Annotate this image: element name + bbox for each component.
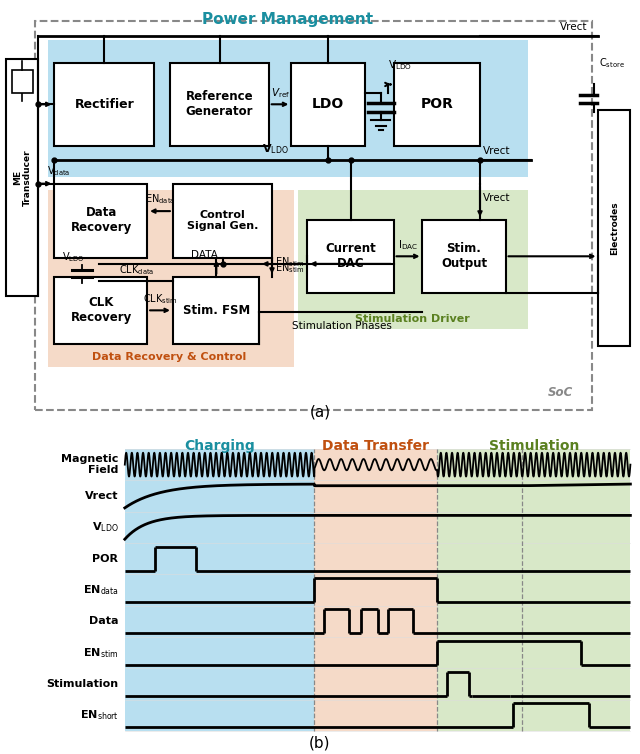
Text: V$_{\rm LDO}$: V$_{\rm LDO}$: [62, 250, 85, 264]
Text: Vrect: Vrect: [483, 146, 511, 156]
Bar: [6, 59, 38, 296]
Text: Stimulation: Stimulation: [46, 679, 118, 689]
Bar: [35, 21, 592, 409]
Text: Control
Signal Gen.: Control Signal Gen.: [187, 210, 259, 231]
Bar: [394, 63, 480, 146]
Text: POR: POR: [92, 553, 118, 564]
Bar: [422, 219, 506, 293]
Text: EN$_{\rm data}$: EN$_{\rm data}$: [145, 192, 175, 206]
Text: Data Recovery & Control: Data Recovery & Control: [92, 352, 247, 362]
Text: (a): (a): [309, 404, 331, 419]
Text: Power Management: Power Management: [202, 11, 374, 26]
Bar: [54, 63, 154, 146]
Text: (b): (b): [309, 736, 331, 751]
Text: LDO: LDO: [312, 97, 344, 112]
Text: V$_{\rm LDO}$: V$_{\rm LDO}$: [92, 520, 118, 535]
Text: V$_{\rm LDO}$: V$_{\rm LDO}$: [262, 143, 289, 156]
Text: Vrect: Vrect: [560, 22, 588, 32]
Text: Stim. FSM: Stim. FSM: [182, 304, 250, 317]
Text: SoC: SoC: [548, 386, 573, 399]
Text: V$_{\rm LDO}$: V$_{\rm LDO}$: [388, 58, 412, 72]
Text: Magnetic
Field: Magnetic Field: [61, 454, 118, 476]
Bar: [48, 190, 294, 367]
Text: Stimulation Driver: Stimulation Driver: [355, 314, 470, 323]
Text: ME
Transducer: ME Transducer: [13, 149, 32, 206]
Text: Rectifier: Rectifier: [74, 98, 134, 111]
Text: DATA: DATA: [191, 250, 218, 259]
Text: EN$_{\rm stim}$: EN$_{\rm stim}$: [83, 645, 118, 660]
Text: EN$_{\rm data}$: EN$_{\rm data}$: [83, 583, 118, 597]
Text: Data Transfer: Data Transfer: [323, 439, 429, 453]
Bar: [173, 277, 259, 344]
Text: Stimulation: Stimulation: [489, 439, 579, 453]
Text: V$_{\rm data}$: V$_{\rm data}$: [47, 164, 70, 178]
Text: CLK$_{\rm stim}$: CLK$_{\rm stim}$: [143, 293, 177, 306]
Text: Data: Data: [89, 616, 118, 627]
Bar: [12, 69, 33, 93]
Text: EN$_{\rm short}$: EN$_{\rm short}$: [79, 709, 118, 722]
Bar: [314, 449, 437, 731]
Text: Charging: Charging: [184, 439, 255, 453]
Bar: [48, 40, 528, 177]
Text: Stim.
Output: Stim. Output: [441, 242, 487, 270]
Text: Current
DAC: Current DAC: [325, 242, 376, 270]
Text: CLK
Recovery: CLK Recovery: [70, 296, 132, 324]
Text: EN$_{\rm stim}$: EN$_{\rm stim}$: [275, 255, 305, 268]
Bar: [170, 63, 269, 146]
Bar: [437, 449, 630, 731]
Text: Electrodes: Electrodes: [610, 201, 619, 255]
Text: POR: POR: [420, 97, 454, 112]
Bar: [598, 110, 630, 346]
Text: Reference
Generator: Reference Generator: [186, 90, 253, 118]
Text: EN$_{\rm stim}$: EN$_{\rm stim}$: [275, 261, 305, 275]
Bar: [298, 190, 528, 329]
Text: V$_{\rm ref}$: V$_{\rm ref}$: [271, 86, 290, 100]
Bar: [291, 63, 365, 146]
Text: Data
Recovery: Data Recovery: [70, 207, 132, 234]
Text: Vrect: Vrect: [483, 194, 511, 204]
Text: C$_{\rm store}$: C$_{\rm store}$: [599, 56, 625, 69]
Text: Vrect: Vrect: [85, 491, 118, 501]
Bar: [54, 184, 147, 258]
Bar: [307, 219, 394, 293]
Text: I$_{\rm DAC}$: I$_{\rm DAC}$: [398, 238, 419, 252]
Text: Stimulation Phases: Stimulation Phases: [292, 321, 392, 331]
Text: CLK$_{\rm data}$: CLK$_{\rm data}$: [118, 262, 154, 277]
Bar: [54, 277, 147, 344]
Bar: [125, 449, 314, 731]
Bar: [173, 184, 272, 258]
